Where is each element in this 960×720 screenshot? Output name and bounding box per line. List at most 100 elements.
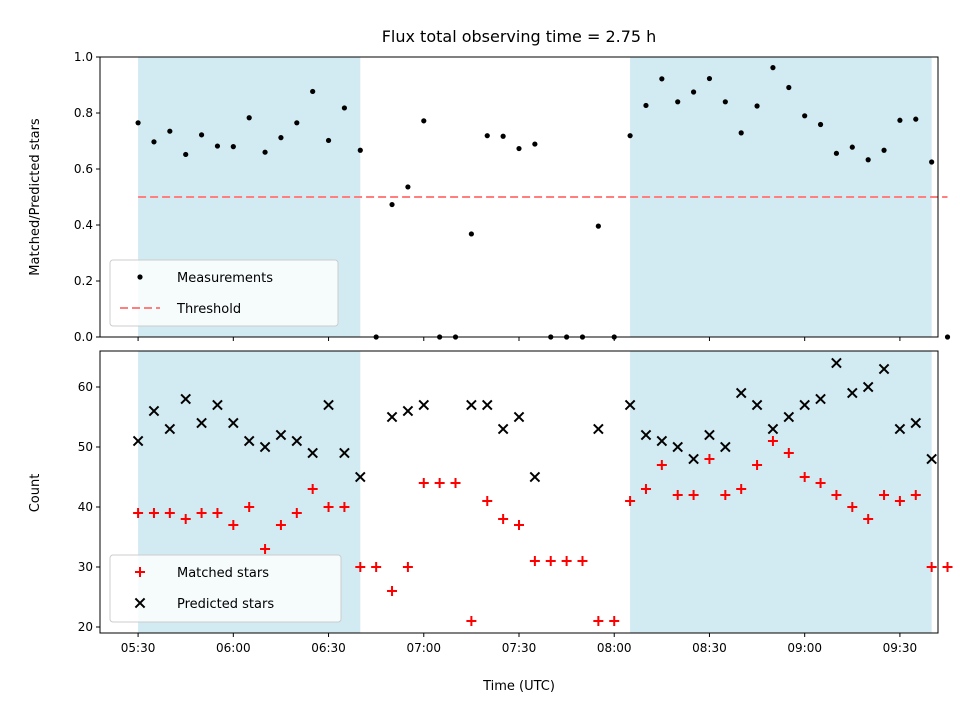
matched-stars-point [926,562,937,572]
matched-stars-point [815,478,826,488]
predicted-stars-point [720,441,731,453]
matched-stars-point [260,544,271,554]
measurements-point [167,128,173,134]
matched-stars-point [180,514,191,524]
measurements-point [627,133,633,139]
measurements-legend-label: Measurements [177,271,273,286]
measurements-point [341,105,348,111]
measurements-point [516,145,522,152]
predicted-stars-point [799,399,810,411]
predicted-stars-point [640,429,652,441]
matched-stars-point [736,484,747,494]
count-panel: 05:30 06:00 06:30 07:00 07:30 08:00 08:30 09:00… [78,350,953,655]
predicted-stars-point [497,423,509,435]
matched-stars-point [339,502,350,512]
predicted-stars-point [593,423,604,435]
predicted-stars-point [878,363,890,375]
matched-stars-point [355,562,366,572]
predicted-stars-legend-label: Predicted stars [177,597,274,612]
matched-stars-point [767,436,778,446]
measurements-point [198,132,205,138]
predicted-stars-point [894,423,906,435]
matched-stars-point [783,448,794,458]
y-tick-label: 0.6 [74,162,93,176]
matched-stars-point [498,514,509,524]
predicted-stars-point [862,381,874,393]
predicted-stars-point [846,387,858,399]
matched-stars-point [307,484,318,494]
predicted-stars-point [228,417,239,429]
x-axis-label: Time (UTC) [482,679,555,694]
matched-stars-point [561,556,572,566]
observing-interval-band [630,351,932,633]
predicted-stars-point [656,435,668,447]
predicted-stars-point [513,411,525,423]
measurements-point [389,201,395,208]
measurements-point [484,133,490,139]
predicted-stars-point [291,435,303,447]
threshold-legend-label: Threshold [176,302,241,317]
measurements-point [690,89,697,95]
measurements-point [770,65,776,71]
measurements-point [738,130,744,136]
predicted-stars-point [402,405,414,417]
matched-stars-point [402,562,413,572]
y-tick-label: 50 [78,440,93,454]
y-tick-label: 0.0 [74,330,93,344]
matched-stars-point [323,502,334,512]
legend: Measurements Threshold [109,259,339,327]
y-axis-label-ratio: Matched/Predicted stars [28,118,43,276]
y-tick-label: 0.4 [74,218,93,232]
measurements-legend-swatch [137,274,143,280]
measurements-point [214,143,221,149]
x-tick-label: 05:30 [121,641,156,655]
measurements-point [706,75,713,82]
x-tick-label: 06:30 [311,641,346,655]
predicted-stars-point [323,399,334,411]
matched-stars-point [148,508,159,518]
y-tick-label: 20 [78,620,93,634]
matched-stars-point [688,490,699,500]
matched-stars-point [371,562,382,572]
matched-stars-point [831,490,842,500]
matched-stars-series [133,436,953,626]
y-axis-label-count: Count [28,474,43,513]
y-tick-label: 30 [78,560,93,574]
x-tick-label: 07:00 [406,641,441,655]
measurements-point [310,88,316,95]
x-tick-label: 08:30 [692,641,727,655]
predicted-stars-point [735,387,747,399]
measurements-point [357,147,363,153]
measurements-point [405,184,411,190]
predicted-stars-point [624,399,636,411]
x-tick-label: 06:00 [216,641,251,655]
matched-stars-point [228,520,239,530]
measurements-point [944,334,951,340]
x-tick-label: 09:30 [883,641,918,655]
matched-stars-point [879,490,890,500]
matched-stars-point [244,502,255,512]
measurements-point [230,144,236,150]
predicted-stars-series [132,357,937,483]
matched-stars-legend-label: Matched stars [177,566,269,581]
predicted-stars-point [196,417,207,429]
matched-stars-point [275,520,286,530]
y-tick-label: 60 [78,380,93,394]
measurements-point [722,99,728,105]
matched-stars-point [164,508,175,518]
measurements-point [833,150,840,156]
predicted-stars-point [275,429,287,441]
predicted-stars-point [466,399,477,411]
measurements-point [500,133,506,139]
predicted-stars-point [783,411,795,423]
predicted-stars-point [354,471,366,483]
predicted-stars-point [339,447,350,459]
matched-stars-point [450,478,461,488]
matched-stars-point [752,460,763,470]
matched-stars-point [704,454,715,464]
measurements-point [659,76,665,82]
matched-stars-point [894,496,905,506]
predicted-stars-point [926,453,937,465]
matched-stars-point [387,586,398,596]
